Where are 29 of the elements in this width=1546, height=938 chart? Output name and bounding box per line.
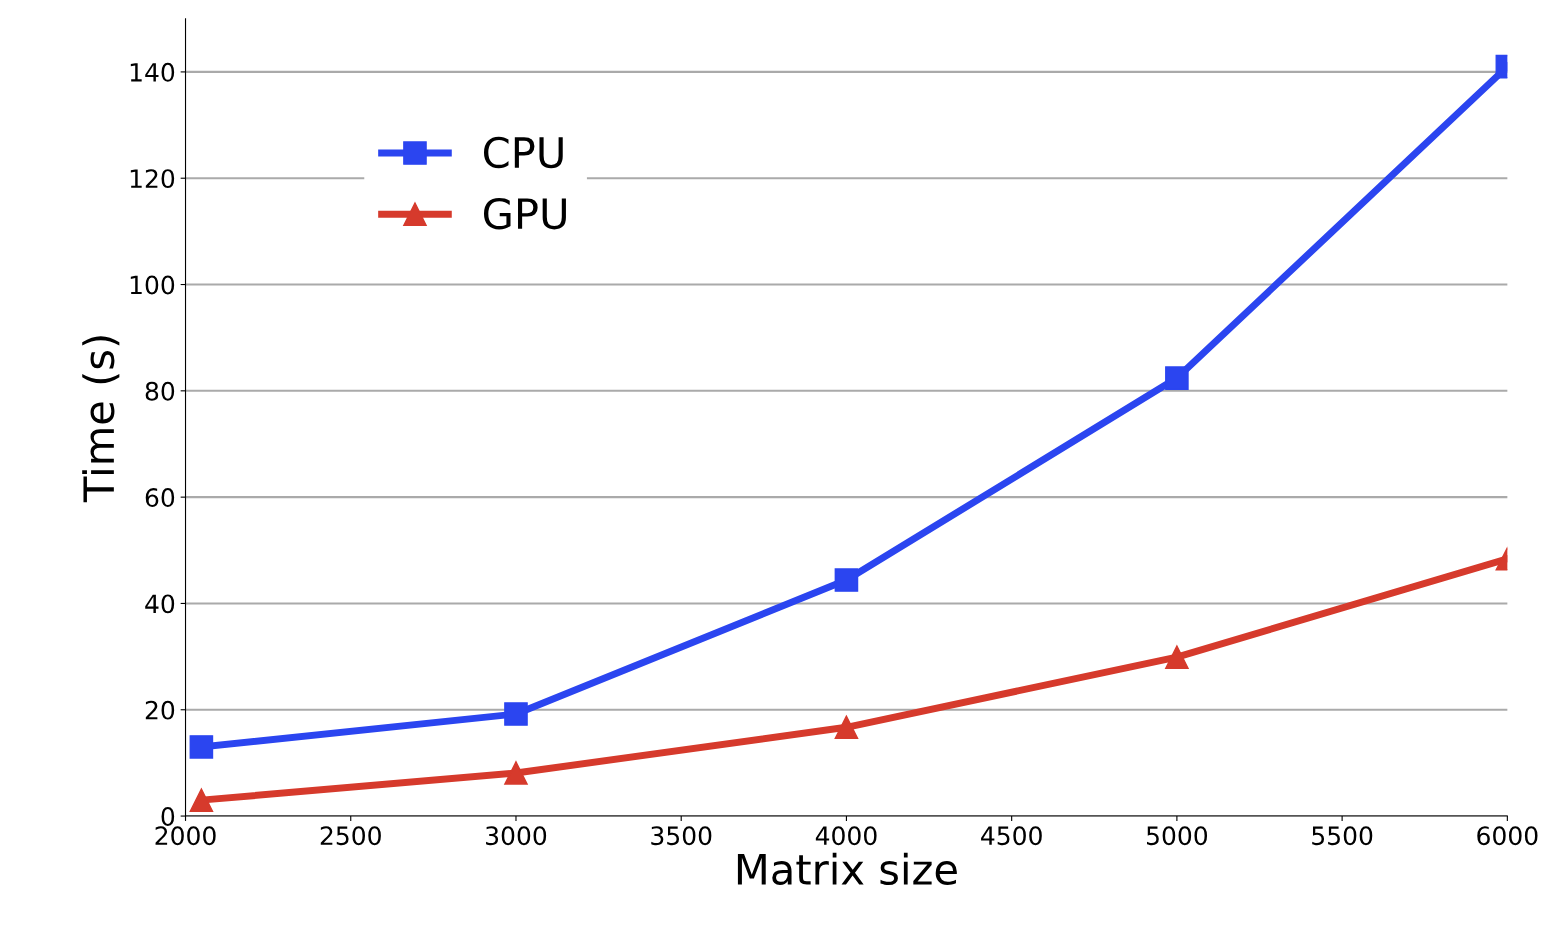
y-tick-label: 100 bbox=[130, 275, 175, 295]
point bbox=[1165, 645, 1189, 669]
x-tick-label: 4000 bbox=[815, 826, 877, 846]
point bbox=[504, 761, 528, 785]
x-tick-label: 2500 bbox=[320, 826, 381, 846]
x-axis-title: Matrix size bbox=[737, 852, 957, 886]
point bbox=[189, 788, 214, 812]
y-tick-label: 0 bbox=[161, 807, 175, 826]
point bbox=[834, 568, 859, 592]
y-axis-title: Time (s) bbox=[82, 336, 120, 503]
point bbox=[189, 735, 214, 759]
x-tick-label: 2000 bbox=[155, 826, 216, 846]
x-tick-label: 5000 bbox=[1147, 826, 1208, 846]
y-tick-label: 120 bbox=[130, 169, 175, 189]
point bbox=[1165, 366, 1189, 390]
point bbox=[834, 715, 859, 740]
y-tick-label: 140 bbox=[130, 62, 175, 82]
y-tick-label: 20 bbox=[145, 700, 175, 720]
x-tick-label: 4500 bbox=[981, 826, 1042, 846]
x-tick-label: 3000 bbox=[486, 826, 547, 846]
y-tick-label: 80 bbox=[145, 381, 175, 401]
legend-label: GPU bbox=[483, 197, 566, 230]
x-tick-label: 5500 bbox=[1312, 826, 1373, 846]
y-tick-label: 40 bbox=[145, 594, 175, 614]
point bbox=[504, 702, 528, 726]
x-tick-label: 3500 bbox=[651, 826, 712, 846]
x-tick-label: 6000 bbox=[1477, 826, 1538, 846]
legend-label: CPU bbox=[483, 136, 563, 169]
y-tick-label: 60 bbox=[145, 488, 175, 507]
